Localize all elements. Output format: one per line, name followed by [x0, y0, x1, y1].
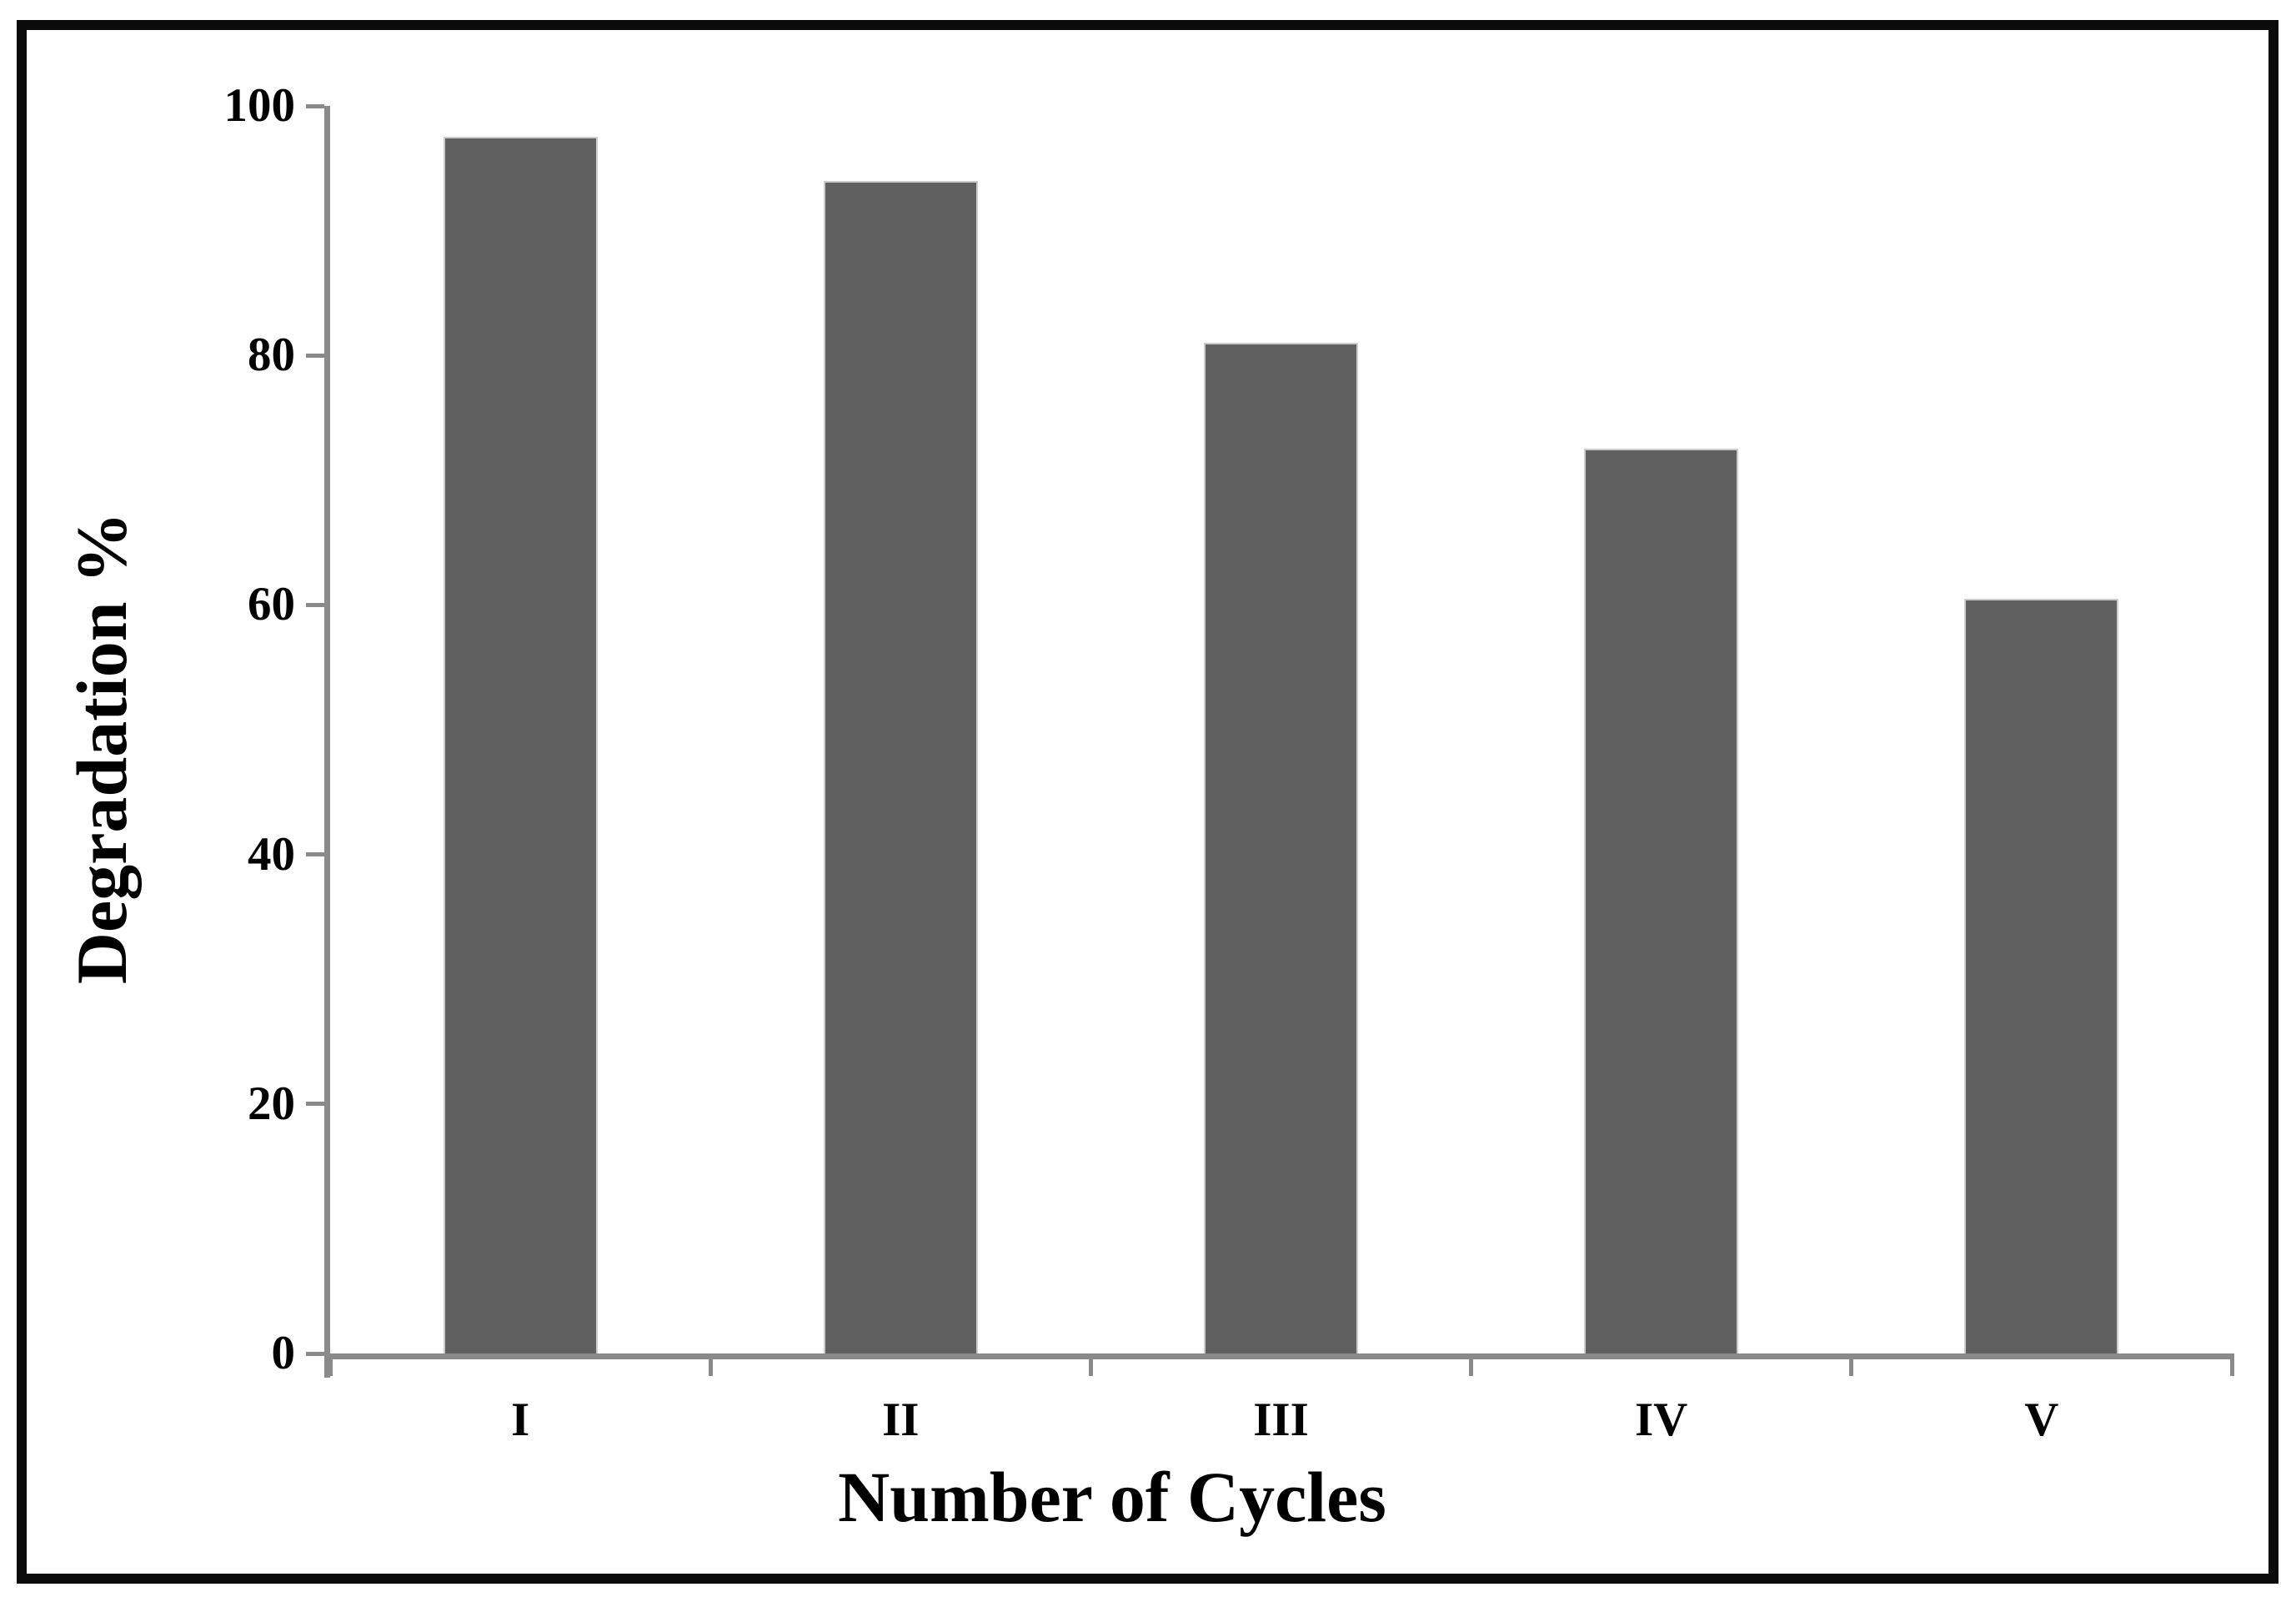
x-tick-mark: [1469, 1353, 1474, 1376]
bar-IV: [1584, 449, 1739, 1353]
y-tick-label: 20: [248, 1077, 295, 1130]
x-tick-mark: [1849, 1353, 1854, 1376]
x-category-label: I: [511, 1394, 530, 1446]
x-axis-line: [324, 1353, 2234, 1359]
plot-area: 0 20 40 60 80 100 I II III IV V Number of Cycles …: [62, 79, 2234, 1537]
y-tick-label: 40: [248, 827, 295, 881]
x-category-label: IV: [1635, 1394, 1688, 1446]
bar-III: [1204, 343, 1358, 1353]
y-tick-label: 100: [223, 79, 296, 132]
x-category-label: II: [882, 1394, 920, 1446]
chart-frame: [17, 20, 2278, 1584]
y-tick-mark: [306, 353, 324, 358]
y-tick-mark: [306, 852, 324, 857]
y-tick-label: 80: [248, 329, 295, 382]
y-axis-title: Degradation %: [62, 511, 142, 985]
x-tick-mark: [1088, 1353, 1093, 1376]
bar-II: [823, 180, 978, 1353]
x-category-label: III: [1253, 1394, 1309, 1446]
y-tick-mark: [306, 1351, 324, 1356]
y-tick-label: 0: [271, 1327, 296, 1379]
y-tick-mark: [306, 1102, 324, 1107]
x-axis-title: Number of Cycles: [838, 1457, 1386, 1537]
x-tick-mark: [2229, 1353, 2234, 1376]
bar-V: [1964, 598, 2119, 1353]
y-axis-line: [324, 106, 330, 1378]
y-tick-mark: [306, 103, 324, 108]
x-category-label: V: [2024, 1394, 2059, 1446]
y-tick-label: 60: [248, 578, 295, 631]
y-tick-mark: [306, 602, 324, 607]
bar-I: [443, 137, 598, 1353]
x-tick-mark: [708, 1353, 713, 1376]
x-tick-mark: [328, 1353, 333, 1376]
